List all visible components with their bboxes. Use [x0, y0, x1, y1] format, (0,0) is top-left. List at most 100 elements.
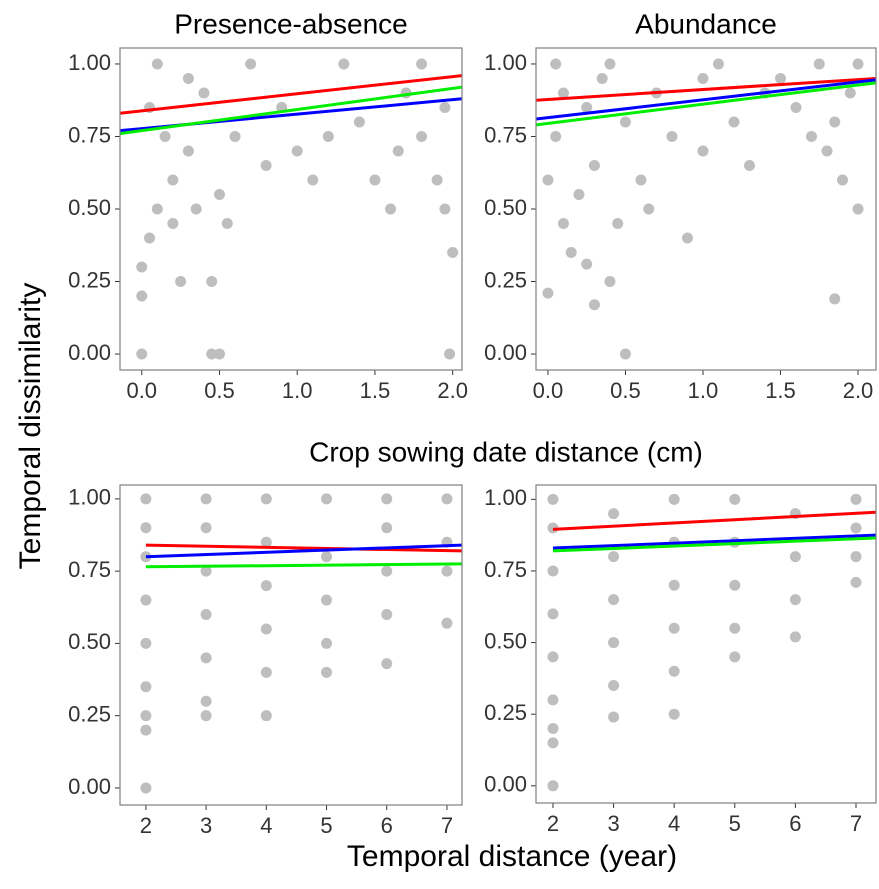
point	[151, 203, 163, 215]
point	[321, 666, 333, 678]
point	[821, 145, 833, 157]
point	[182, 72, 194, 84]
plot-area	[140, 493, 462, 794]
point	[806, 130, 818, 142]
point	[789, 631, 801, 643]
point	[439, 203, 451, 215]
point	[381, 522, 393, 534]
x-tick-label: 3	[607, 811, 619, 836]
point	[635, 174, 647, 186]
y-tick-label: 0.50	[484, 195, 527, 220]
panel-title: Abundance	[635, 8, 777, 39]
point	[167, 174, 179, 186]
point	[441, 617, 453, 629]
point	[260, 159, 272, 171]
point	[728, 116, 740, 128]
x-tick-label: 0.5	[610, 378, 641, 403]
point	[547, 493, 559, 505]
point	[850, 576, 862, 588]
point	[447, 247, 459, 259]
point	[260, 493, 272, 505]
section-label: Crop sowing date distance (cm)	[309, 436, 703, 467]
x-tick-label: 2.0	[843, 378, 874, 403]
point	[581, 101, 593, 113]
point	[668, 665, 680, 677]
fit-line	[145, 562, 462, 569]
point	[547, 780, 559, 792]
x-tick-label: 6	[381, 813, 393, 838]
x-tick-label: 0.0	[533, 378, 564, 403]
point	[813, 58, 825, 70]
y-tick-label: 0.00	[68, 340, 111, 365]
y-tick-label: 0.00	[68, 774, 111, 799]
point	[829, 293, 841, 305]
point	[321, 594, 333, 606]
point	[643, 203, 655, 215]
point	[550, 58, 562, 70]
y-tick-label: 0.75	[484, 122, 527, 147]
point	[416, 58, 428, 70]
x-tick-label: 5	[729, 811, 741, 836]
point	[850, 522, 862, 534]
panel-border	[119, 484, 463, 806]
x-tick-label: 5	[320, 813, 332, 838]
y-tick-label: 1.00	[68, 485, 111, 510]
point	[850, 551, 862, 563]
x-tick-label: 2	[140, 813, 152, 838]
point	[213, 188, 225, 200]
x-tick-label: 1.0	[282, 378, 313, 403]
y-tick-label: 0.50	[68, 629, 111, 654]
point	[392, 145, 404, 157]
y-tick-label: 0.75	[484, 557, 527, 582]
y-tick-label: 0.50	[68, 195, 111, 220]
point	[140, 681, 152, 693]
fit-line	[120, 74, 462, 115]
point	[182, 145, 194, 157]
point	[321, 637, 333, 649]
point	[542, 174, 554, 186]
point	[697, 72, 709, 84]
point	[612, 218, 624, 230]
point	[369, 174, 381, 186]
fit-line	[145, 543, 462, 553]
point	[852, 203, 864, 215]
point	[167, 218, 179, 230]
fit-line	[536, 81, 876, 127]
fit-line	[120, 85, 462, 136]
fit-line	[536, 76, 876, 102]
point	[190, 203, 202, 215]
point	[697, 145, 709, 157]
point	[353, 116, 365, 128]
point	[416, 130, 428, 142]
point	[619, 116, 631, 128]
y-tick-label: 1.00	[68, 50, 111, 75]
point	[136, 290, 148, 302]
panel-title: Presence-absence	[174, 8, 407, 39]
point	[260, 623, 272, 635]
panel-border	[119, 47, 463, 371]
fit-line	[552, 533, 876, 550]
point	[547, 737, 559, 749]
point	[790, 101, 802, 113]
point	[229, 130, 241, 142]
point	[668, 579, 680, 591]
point	[206, 276, 218, 288]
point	[175, 276, 187, 288]
y-tick-label: 0.25	[484, 700, 527, 725]
point	[338, 58, 350, 70]
x-tick-label: 0.5	[204, 378, 235, 403]
point	[743, 159, 755, 171]
point	[852, 58, 864, 70]
x-tick-label: 4	[668, 811, 680, 836]
point	[200, 609, 212, 621]
point	[381, 658, 393, 670]
point	[729, 651, 741, 663]
point	[681, 232, 693, 244]
point	[608, 711, 620, 723]
point	[588, 159, 600, 171]
point	[200, 710, 212, 722]
x-tick-label: 4	[260, 813, 272, 838]
point	[844, 87, 856, 99]
point	[213, 348, 225, 360]
